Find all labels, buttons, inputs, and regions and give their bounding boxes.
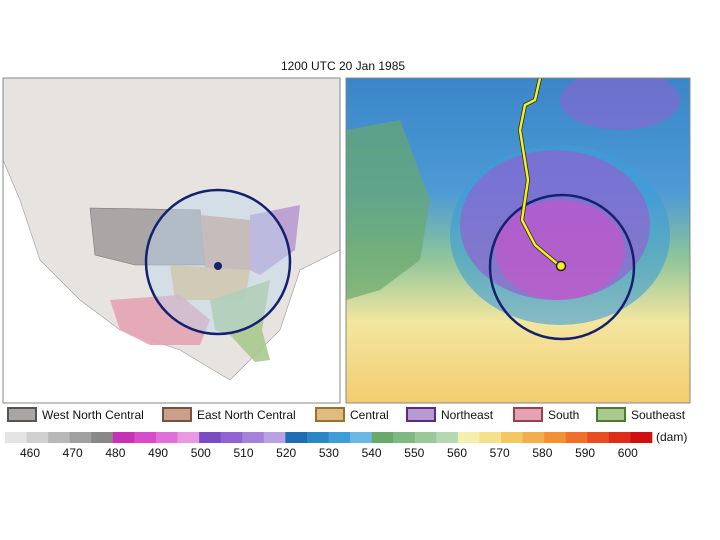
legend-swatch	[596, 407, 626, 422]
legend-swatch	[513, 407, 543, 422]
legend-label: South	[548, 408, 579, 422]
legend-swatch	[315, 407, 345, 422]
colorbar-tick-label: 510	[233, 446, 253, 460]
colorbar-cell	[436, 432, 459, 443]
colorbar-tick-label: 480	[105, 446, 125, 460]
colorbar-cell	[306, 432, 329, 443]
colorbar-tick-label: 520	[276, 446, 296, 460]
colorbar-tick-label: 590	[575, 446, 595, 460]
colorbar-cell	[393, 432, 416, 443]
colorbar-tick-label: 600	[618, 446, 638, 460]
legend-label: Northeast	[441, 408, 494, 422]
colorbar-cell	[91, 432, 114, 443]
colorbar-cell	[501, 432, 523, 443]
colorbar-cell	[112, 432, 135, 443]
colorbar-cell	[565, 432, 588, 443]
legend-swatch	[406, 407, 436, 422]
legend-swatch	[7, 407, 37, 422]
colorbar-cell	[285, 432, 308, 443]
colorbar-cell	[328, 432, 351, 443]
colorbar-cell	[544, 432, 567, 443]
colorbar-tick-label: 530	[319, 446, 339, 460]
left-map-frame	[2, 77, 341, 404]
figure-title: 1200 UTC 20 Jan 1985	[281, 59, 405, 73]
region-legend: West North Central East North Central Cent…	[7, 407, 686, 422]
colorbar: 460 470 480 490 500 510 520 530 540 550 560 570 580 5…	[5, 430, 687, 460]
colorbar-cell	[69, 432, 92, 443]
legend-label: West North Central	[42, 408, 144, 422]
colorbar-cell	[608, 432, 631, 443]
colorbar-cell	[457, 432, 480, 443]
colorbar-cell	[371, 432, 394, 443]
colorbar-cell	[263, 432, 286, 443]
colorbar-cell	[522, 432, 545, 443]
right-map-frame	[345, 77, 691, 404]
colorbar-cell	[479, 432, 502, 443]
colorbar-tick-label: 540	[362, 446, 382, 460]
colorbar-tick-label: 500	[191, 446, 211, 460]
colorbar-cell	[242, 432, 265, 443]
colorbar-tick-label: 460	[20, 446, 40, 460]
left-map	[3, 78, 340, 403]
colorbar-cell	[48, 432, 70, 443]
colorbar-tick-label: 560	[447, 446, 467, 460]
legend-label: East North Central	[197, 408, 296, 422]
colorbar-cell	[414, 432, 437, 443]
legend-swatch	[162, 407, 192, 422]
colorbar-cell	[630, 432, 653, 443]
colorbar-tick-label: 470	[63, 446, 83, 460]
colorbar-cell	[5, 432, 27, 443]
colorbar-cell	[134, 432, 157, 443]
colorbar-tick-label: 550	[404, 446, 424, 460]
legend-label: Central	[350, 408, 389, 422]
colorbar-cell	[199, 432, 221, 443]
colorbar-tick-label: 570	[490, 446, 510, 460]
colorbar-cell	[155, 432, 178, 443]
colorbar-tick-label: 490	[148, 446, 168, 460]
right-map	[346, 78, 690, 403]
colorbar-cell	[177, 432, 200, 443]
legend-label: Southeast	[631, 408, 686, 422]
colorbar-cell	[220, 432, 243, 443]
colorbar-cell	[26, 432, 49, 443]
colorbar-unit: (dam)	[656, 430, 687, 444]
colorbar-tick-label: 580	[532, 446, 552, 460]
colorbar-cell	[587, 432, 610, 443]
colorbar-cell	[350, 432, 372, 443]
